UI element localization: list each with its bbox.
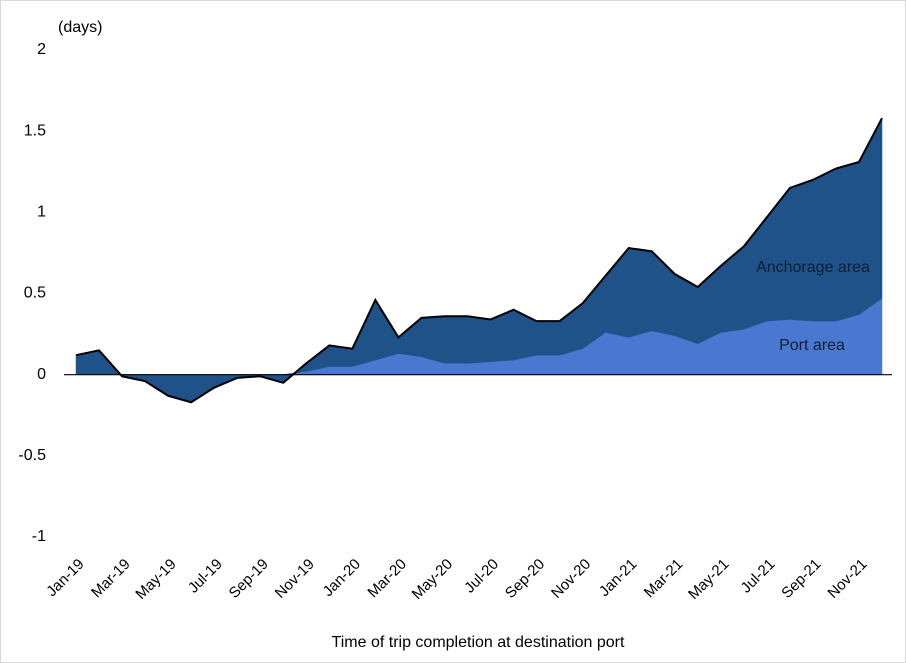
y-tick-label: 0 [37, 366, 46, 383]
y-tick-label: 0.5 [24, 285, 46, 302]
y-tick-label: 1.5 [24, 122, 46, 139]
y-tick-label: -0.5 [18, 447, 46, 464]
x-axis-title: Time of trip completion at destination p… [332, 634, 625, 651]
y-tick-label: 2 [37, 41, 46, 58]
y-tick-label: 1 [37, 204, 46, 221]
series-label: Anchorage area [756, 259, 870, 276]
total-outline [75, 117, 883, 404]
y-axis-label: (days) [58, 19, 102, 36]
series-label: Port area [779, 337, 845, 354]
y-tick-label: -1 [32, 528, 46, 545]
